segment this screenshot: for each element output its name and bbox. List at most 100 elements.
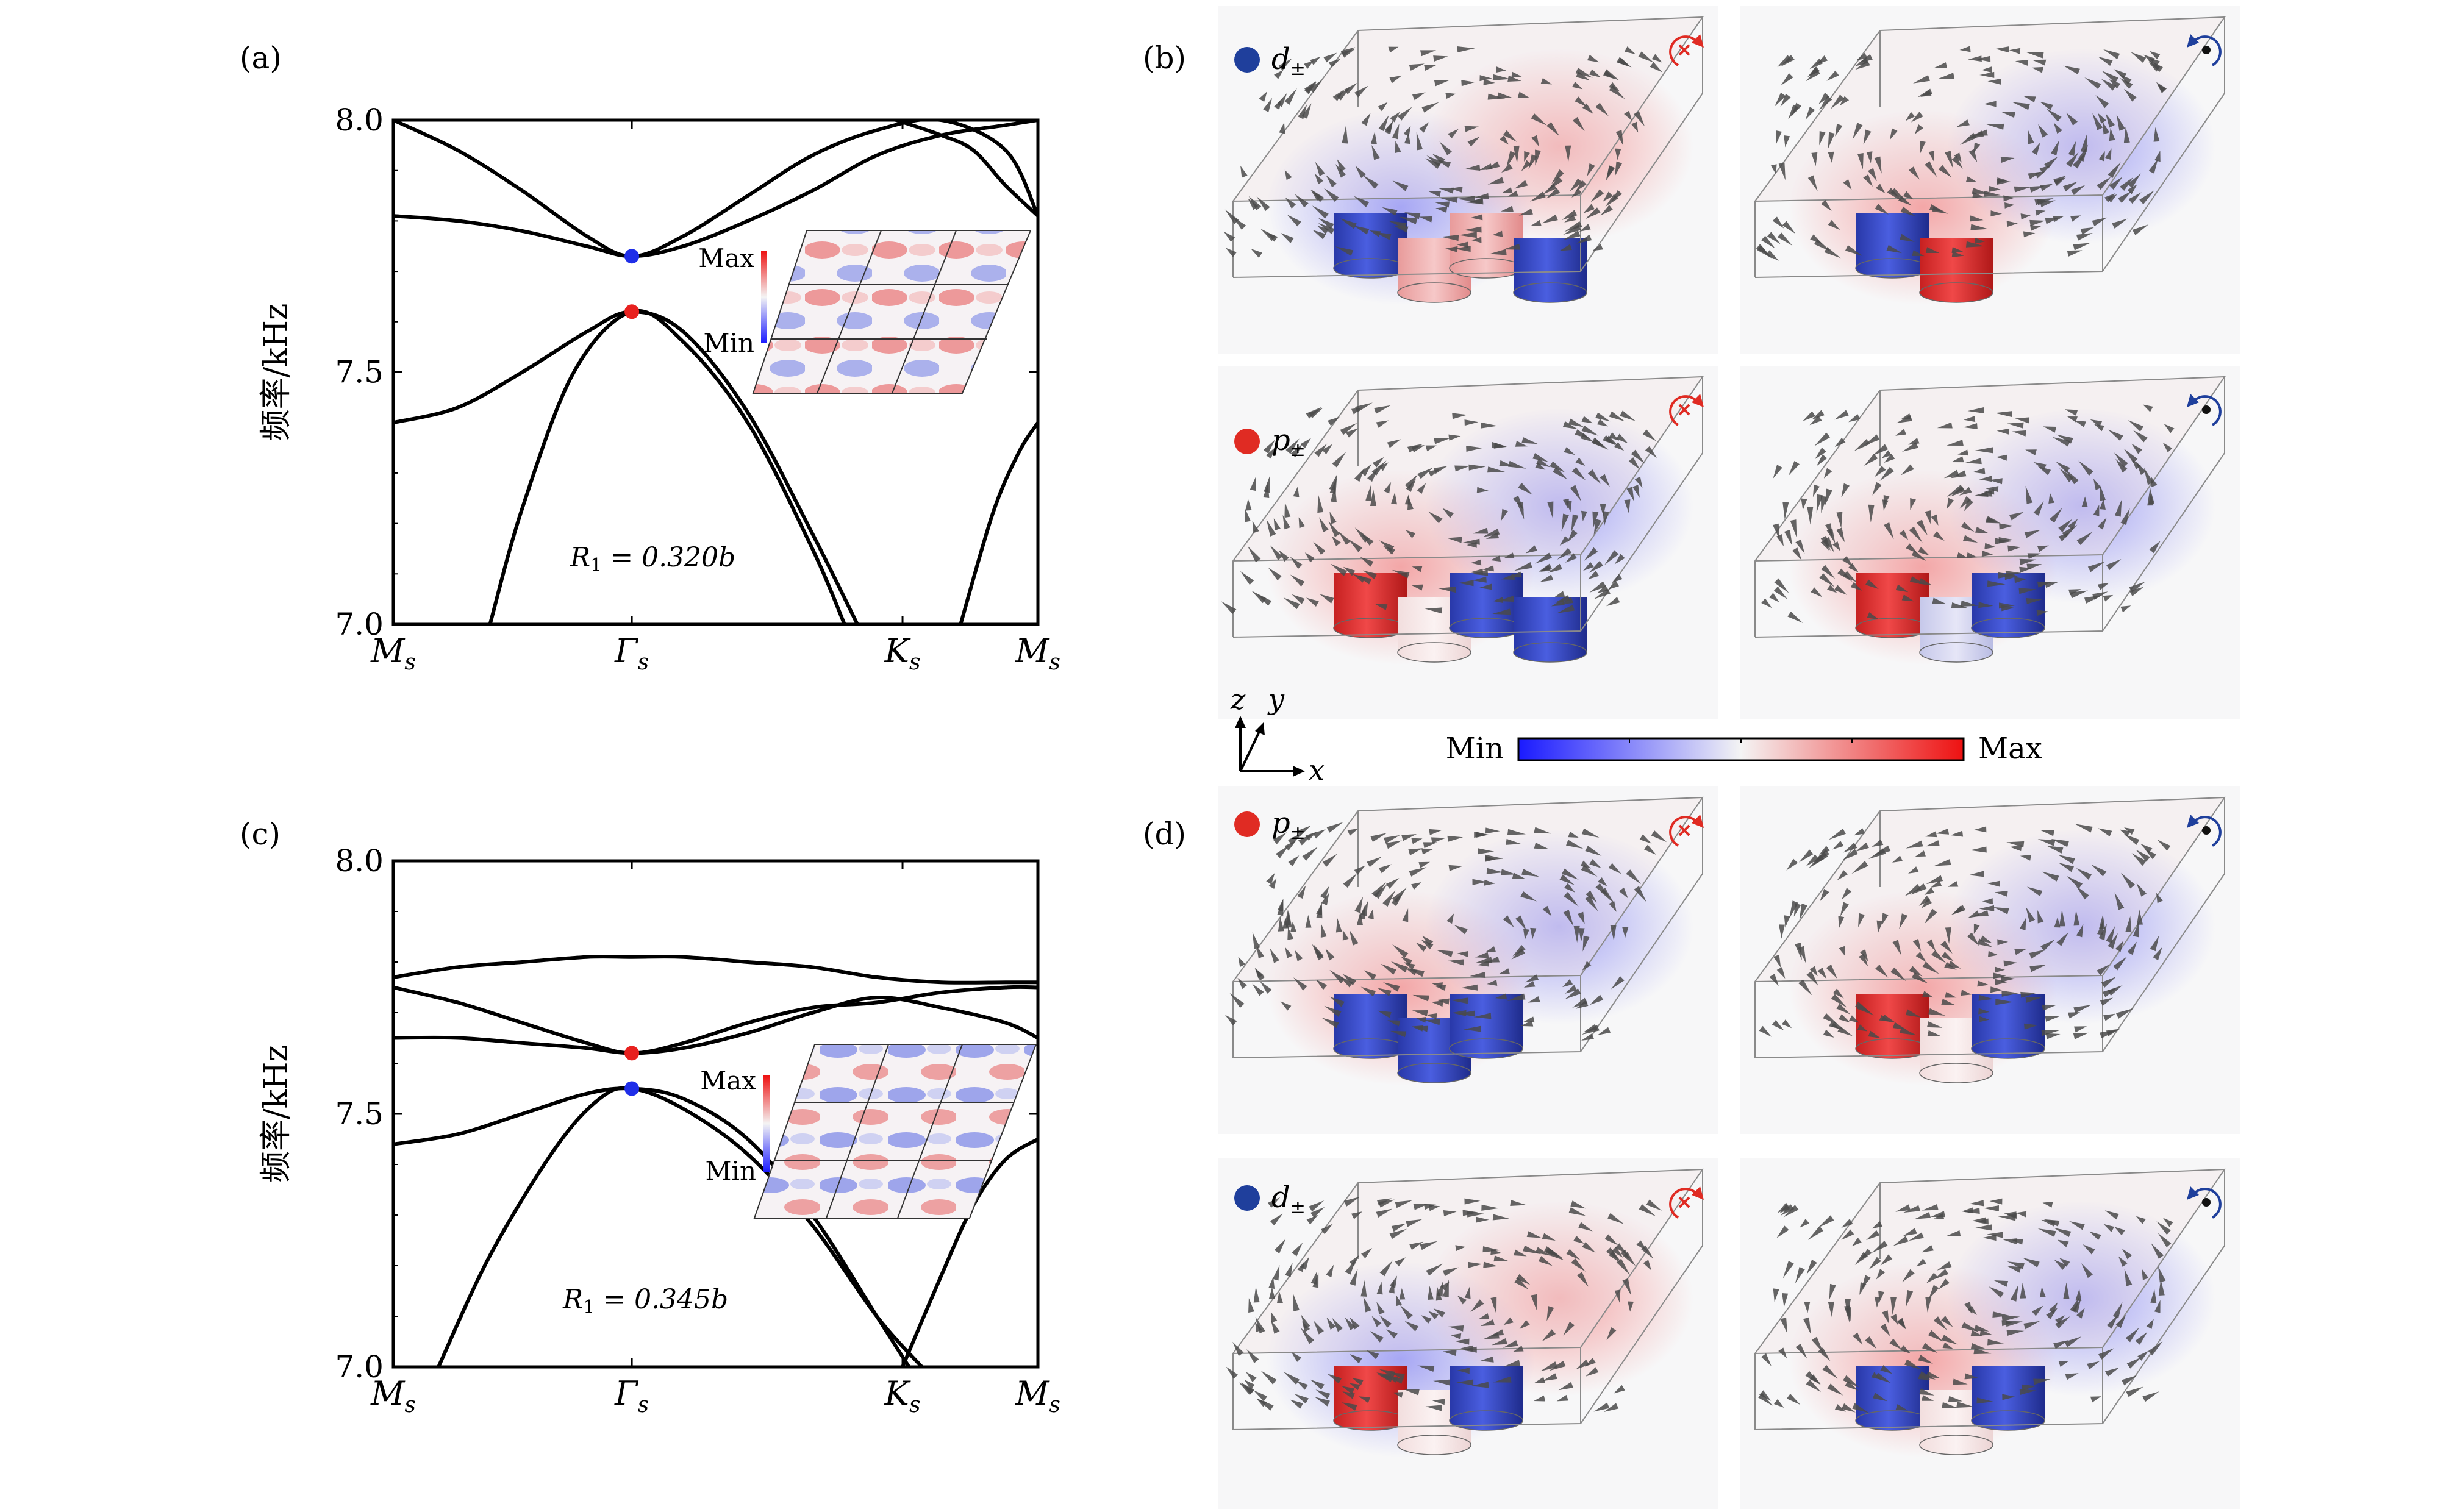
field-arrow bbox=[1908, 166, 1920, 180]
field-arrow bbox=[1967, 932, 1979, 946]
field-glow bbox=[1425, 829, 1693, 1024]
field-arrow bbox=[1776, 966, 1786, 979]
field-arrow bbox=[2158, 1233, 2172, 1247]
field-arrow bbox=[2055, 1315, 2065, 1325]
field-arrow bbox=[2054, 1259, 2067, 1270]
field-arrow bbox=[1843, 571, 1857, 583]
field-arrow bbox=[2109, 127, 2115, 141]
field-arrow bbox=[1926, 875, 1943, 885]
field-arrow bbox=[1575, 429, 1590, 439]
pillar-base bbox=[1449, 1038, 1523, 1059]
field-arrow bbox=[1339, 531, 1351, 545]
field-arrow bbox=[1983, 1205, 2000, 1211]
field-arrow bbox=[1361, 1248, 1373, 1258]
field-arrow bbox=[1998, 1214, 2016, 1221]
field-arrow bbox=[1432, 1399, 1445, 1405]
field-arrow bbox=[1407, 495, 1414, 510]
field-arrow bbox=[1514, 1249, 1527, 1257]
field-arrow bbox=[2022, 1384, 2036, 1391]
field-arrow bbox=[1866, 1230, 1880, 1241]
field-arrow bbox=[1224, 1015, 1237, 1026]
field-arrow bbox=[1484, 879, 1495, 886]
field-arrow bbox=[1984, 101, 1997, 107]
field-arrow bbox=[1831, 994, 1847, 1008]
field-glow bbox=[1947, 829, 2215, 1024]
field-arrow bbox=[1515, 440, 1528, 447]
field-arrow bbox=[1996, 454, 2007, 461]
field-arrow bbox=[1306, 1214, 1318, 1225]
field-arrow bbox=[1828, 829, 1846, 840]
field-arrow bbox=[1912, 250, 1925, 257]
field-arrow bbox=[2050, 140, 2059, 156]
field-arrow bbox=[1331, 536, 1341, 547]
field-arrow bbox=[1428, 1311, 1439, 1320]
field-arrow bbox=[1951, 905, 1966, 915]
field-arrow bbox=[1512, 872, 1526, 879]
field-arrow bbox=[1442, 1267, 1459, 1277]
field-arrow bbox=[1780, 54, 1795, 67]
field-arrow bbox=[1385, 840, 1403, 849]
field-arrow bbox=[2067, 250, 2083, 257]
axis-y-arrow bbox=[1255, 722, 1265, 735]
field-arrow bbox=[2004, 1211, 2017, 1218]
field-arrow bbox=[1774, 1399, 1784, 1408]
field-arrow bbox=[1507, 460, 1526, 469]
field-arrow bbox=[1384, 835, 1400, 844]
mode-label-d1: p± bbox=[1271, 806, 1306, 844]
field-arrow bbox=[1389, 1228, 1407, 1239]
field-arrow bbox=[1892, 855, 1903, 863]
field-arrow bbox=[1328, 521, 1340, 537]
field-arrow bbox=[2020, 213, 2031, 220]
field-arrow bbox=[1587, 163, 1595, 177]
field-arrow bbox=[1849, 1015, 1859, 1023]
field-arrow bbox=[1329, 996, 1345, 1007]
field-arrow bbox=[1452, 413, 1468, 419]
field-arrow bbox=[1795, 943, 1802, 960]
field-arrow bbox=[1925, 161, 1937, 177]
field-arrow bbox=[1350, 1317, 1360, 1330]
field-arrow bbox=[1566, 1249, 1581, 1260]
field-arrow bbox=[1921, 1245, 1934, 1253]
field-arrow bbox=[1908, 438, 1920, 445]
field-arrow bbox=[1817, 968, 1827, 979]
field-arrow bbox=[1399, 1288, 1406, 1300]
field-arrow bbox=[1959, 46, 1971, 52]
field-arrow bbox=[1948, 1396, 1963, 1402]
field-arrow bbox=[1610, 925, 1617, 941]
field-arrow bbox=[1306, 407, 1322, 419]
rotation-clockwise-icon bbox=[1669, 394, 1704, 426]
field-arrow bbox=[1965, 241, 1984, 248]
field-arrow bbox=[1421, 848, 1434, 855]
field-arrow bbox=[1561, 210, 1578, 221]
field-arrow bbox=[1934, 62, 1947, 68]
field-arrow bbox=[1582, 961, 1592, 971]
field-arrow bbox=[1392, 569, 1410, 579]
field-arrow bbox=[2097, 517, 2107, 530]
field-arrow bbox=[1387, 439, 1401, 448]
field-arrow bbox=[1371, 1316, 1382, 1327]
coordinate-axes bbox=[1235, 716, 1305, 777]
field-arrow bbox=[1503, 1317, 1514, 1325]
field-arrow bbox=[1880, 1323, 1890, 1336]
field-arrow bbox=[1457, 46, 1475, 53]
field-arrow bbox=[1941, 999, 1955, 1005]
field-arrow bbox=[1256, 946, 1265, 959]
field-arrow bbox=[2115, 458, 2128, 473]
pillar-base bbox=[1397, 642, 1471, 663]
field-arrow bbox=[2035, 209, 2046, 216]
field-arrow bbox=[1280, 232, 1294, 243]
field-arrow bbox=[1884, 454, 1895, 463]
field-arrow bbox=[1336, 87, 1351, 101]
field-arrow bbox=[1276, 1291, 1283, 1303]
field-arrow bbox=[1450, 1333, 1462, 1339]
field-arrow bbox=[1909, 526, 1923, 543]
field-arrow bbox=[1876, 920, 1883, 933]
field-arrow bbox=[1245, 498, 1252, 511]
field-arrow bbox=[1283, 597, 1300, 610]
field-arrow bbox=[1878, 1291, 1884, 1303]
field-arrow bbox=[1253, 1390, 1268, 1402]
field-arrow bbox=[1769, 593, 1779, 602]
main-colorbar-min-label: Min bbox=[1446, 732, 1504, 766]
field-arrow bbox=[1972, 910, 1989, 917]
field-arrow bbox=[1272, 1264, 1280, 1281]
